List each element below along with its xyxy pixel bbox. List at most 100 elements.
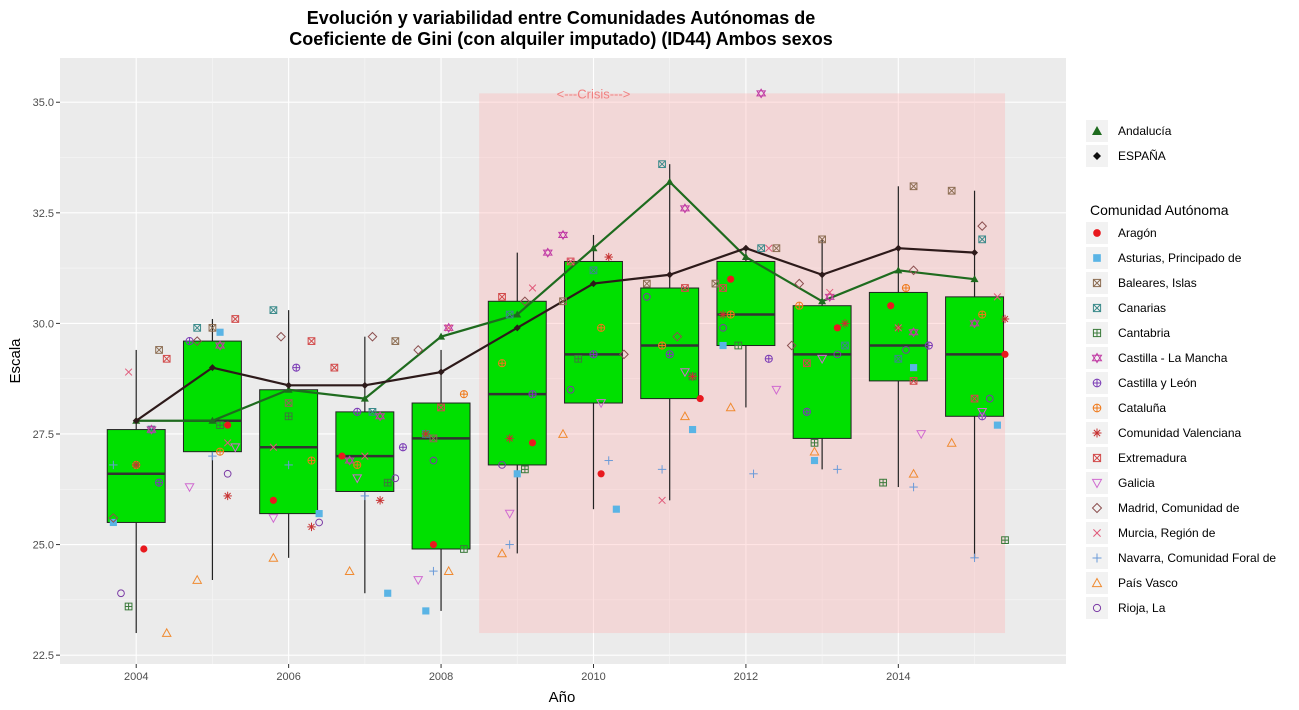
series-point [818,297,827,305]
data-point [528,439,537,447]
data-point [596,399,607,409]
data-point [970,394,979,403]
data-point [140,545,148,553]
mark-star-down [756,90,767,99]
series-line [136,180,975,422]
data-point [803,359,811,368]
mark-triangle [946,437,957,447]
data-point [657,465,667,474]
data-point [542,247,553,258]
data-point [184,483,195,493]
mark-ast-b [1001,315,1009,323]
mark-box [208,323,217,332]
mark-star-down [824,293,835,303]
mark-square [810,456,819,465]
data-point [679,411,690,421]
mark-dot [269,496,277,504]
data-point [208,323,217,332]
y-tick-label: 25.0 [33,540,54,552]
mark-dot [597,470,605,478]
mark-box-x-b [498,293,506,301]
data-point [725,402,736,412]
data-point [993,293,1002,301]
mark-box [818,235,826,244]
legend-key-marker [1092,603,1102,613]
mark-cross-b [1093,529,1101,537]
mark-box-x-b [1093,279,1101,287]
mark-star-down [443,324,454,333]
mark-box [1092,278,1102,288]
legend-label: Navarra, Comunidad Foral de [1118,551,1276,565]
series-point [666,271,674,279]
mark-star-up [542,247,553,256]
data-point [338,452,346,460]
series-point [665,177,674,185]
mark-box [559,297,567,306]
series-point [284,385,293,393]
mark-box [589,266,598,275]
mark-box-x-b [1093,304,1101,312]
data-point [765,244,773,252]
data-point [352,474,363,484]
series-point [589,280,597,288]
mark-cross-b [269,443,278,451]
data-point [947,186,956,195]
mark-circle [985,394,994,403]
data-point [908,327,919,338]
data-point [908,265,919,276]
legend-label: Baleares, Islas [1118,276,1197,290]
data-point [749,469,758,478]
mark-triangle-down [771,385,782,395]
data-point [383,478,392,487]
mark-square [719,341,727,350]
mark-cross-b [361,452,369,460]
legend-label: Castilla - La Mancha [1118,351,1228,365]
region-extremadura [162,257,979,412]
x-tick-label: 2004 [124,671,148,683]
data-point [726,310,735,319]
data-point [284,399,293,407]
legend-key-marker [1092,453,1102,463]
mark-diamond [672,331,683,342]
mark-box-x-b [658,160,666,168]
mark-box-x-b [193,324,201,332]
mark-star-up [756,88,767,97]
mark-circle [315,518,323,527]
data-point [223,491,232,501]
data-point [284,412,293,421]
mark-box-x-b [841,341,849,350]
mark-diamond [413,345,424,355]
data-point [528,390,537,399]
mark-box-x-b [970,394,979,403]
mark-box-x-b [909,377,918,385]
data-point [513,470,521,478]
mark-box [193,323,202,332]
data-point [528,284,537,292]
y-tick-label: 27.5 [33,429,54,441]
box [792,305,852,439]
data-point [679,368,690,378]
data-point [566,257,575,266]
data-point [269,443,278,451]
mark-box [841,341,849,350]
data-point [1001,350,1009,358]
data-point [437,403,445,412]
mark-box-x-b [711,279,720,288]
data-point [330,363,339,372]
mark-star-down [344,457,355,466]
data-point [946,437,957,447]
data-point [230,443,241,453]
data-point [809,446,820,456]
data-point [597,323,606,332]
mark-triangle [443,565,454,575]
mark-triangle-down [679,368,690,378]
mark-diamond [1091,502,1103,514]
boxplot-2015 [945,190,1005,558]
data-point [795,301,804,310]
chart-title-line-1: Evolución y variabilidad entre Comunidad… [307,8,815,28]
mark-dot [833,324,841,332]
mark-triangle-down [1091,478,1103,489]
mark-box-x-b [429,434,438,443]
series-point [437,368,445,376]
region-rioja-la [117,293,994,598]
